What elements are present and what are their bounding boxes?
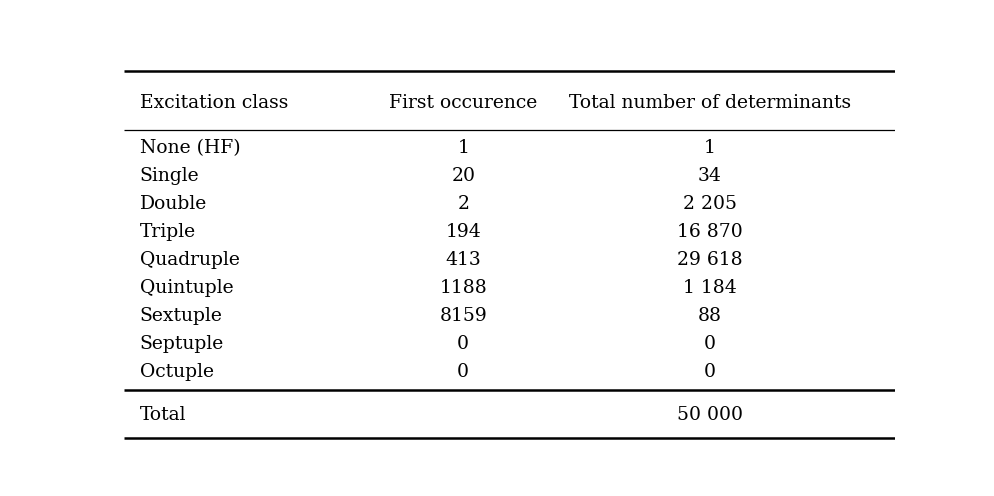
Text: None (HF): None (HF) xyxy=(139,139,241,157)
Text: Quintuple: Quintuple xyxy=(139,279,234,297)
Text: First occurence: First occurence xyxy=(389,94,538,113)
Text: Octuple: Octuple xyxy=(139,363,214,381)
Text: 194: 194 xyxy=(445,223,481,241)
Text: 2 205: 2 205 xyxy=(683,195,737,213)
Text: 1188: 1188 xyxy=(439,279,487,297)
Text: Sextuple: Sextuple xyxy=(139,307,223,325)
Text: Excitation class: Excitation class xyxy=(139,94,288,113)
Text: Total number of determinants: Total number of determinants xyxy=(569,94,851,113)
Text: 0: 0 xyxy=(457,363,469,381)
Text: Double: Double xyxy=(139,195,207,213)
Text: 16 870: 16 870 xyxy=(677,223,743,241)
Text: 2: 2 xyxy=(457,195,469,213)
Text: 88: 88 xyxy=(698,307,722,325)
Text: 8159: 8159 xyxy=(439,307,487,325)
Text: 1: 1 xyxy=(704,139,716,157)
Text: 34: 34 xyxy=(698,167,722,185)
Text: 20: 20 xyxy=(451,167,475,185)
Text: 0: 0 xyxy=(704,335,716,353)
Text: 1: 1 xyxy=(457,139,469,157)
Text: 50 000: 50 000 xyxy=(677,406,743,425)
Text: 0: 0 xyxy=(457,335,469,353)
Text: 0: 0 xyxy=(704,363,716,381)
Text: Septuple: Septuple xyxy=(139,335,224,353)
Text: Total: Total xyxy=(139,406,186,425)
Text: Quadruple: Quadruple xyxy=(139,251,240,269)
Text: 29 618: 29 618 xyxy=(677,251,743,269)
Text: 413: 413 xyxy=(445,251,481,269)
Text: Single: Single xyxy=(139,167,199,185)
Text: Triple: Triple xyxy=(139,223,196,241)
Text: 1 184: 1 184 xyxy=(683,279,737,297)
